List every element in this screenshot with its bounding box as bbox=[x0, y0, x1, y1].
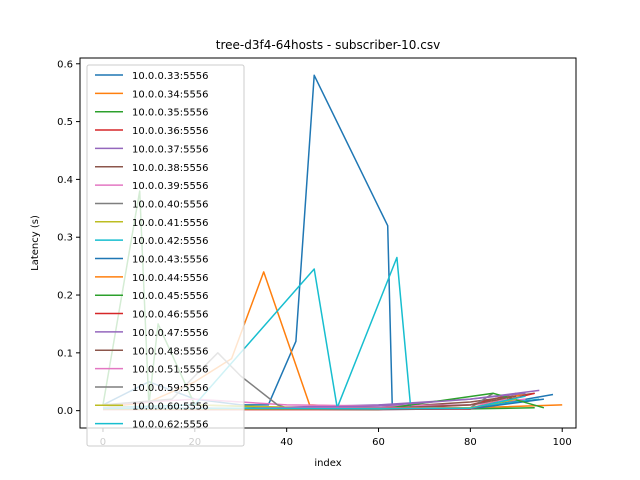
legend-entry: 10.0.0.33:5556 bbox=[132, 71, 209, 82]
legend-entry: 10.0.0.42:5556 bbox=[132, 236, 209, 247]
legend-entry: 10.0.0.45:5556 bbox=[132, 291, 209, 302]
y-tick-label: 0.4 bbox=[57, 175, 73, 186]
legend-entry: 10.0.0.44:5556 bbox=[132, 273, 209, 284]
legend-entry: 10.0.0.47:5556 bbox=[132, 328, 209, 339]
x-axis-label: index bbox=[314, 458, 341, 469]
y-tick-label: 0.1 bbox=[57, 348, 73, 359]
chart-title: tree-d3f4-64hosts - subscriber-10.csv bbox=[216, 38, 440, 52]
x-tick-label: 100 bbox=[553, 437, 572, 448]
legend-entry: 10.0.0.40:5556 bbox=[132, 199, 209, 210]
y-tick-label: 0.2 bbox=[57, 291, 73, 302]
legend-entry: 10.0.0.46:5556 bbox=[132, 310, 209, 321]
legend-entry: 10.0.0.43:5556 bbox=[132, 255, 209, 266]
legend-entry: 10.0.0.60:5556 bbox=[132, 401, 209, 412]
legend-entry: 10.0.0.35:5556 bbox=[132, 108, 209, 119]
legend-entry: 10.0.0.39:5556 bbox=[132, 181, 209, 192]
y-tick-label: 0.3 bbox=[57, 233, 73, 244]
y-tick-label: 0.0 bbox=[57, 406, 73, 417]
legend-box bbox=[86, 64, 245, 447]
y-axis-label: Latency (s) bbox=[30, 215, 41, 271]
legend-entry: 10.0.0.51:5556 bbox=[132, 365, 209, 376]
legend-entry: 10.0.0.48:5556 bbox=[132, 346, 209, 357]
y-tick-label: 0.6 bbox=[57, 59, 73, 70]
plot-frame bbox=[79, 57, 577, 429]
legend-entry: 10.0.0.41:5556 bbox=[132, 218, 209, 229]
legend: 10.0.0.33:5556 10.0.0.34:5556 10.0.0.35:55… bbox=[86, 64, 245, 447]
legend-entry: 10.0.0.36:5556 bbox=[132, 126, 209, 137]
legend-entry: 10.0.0.59:5556 bbox=[132, 383, 209, 394]
y-axis-ticks: 0.0 0.1 0.2 0.3 0.4 0.5 0.6 bbox=[57, 59, 80, 417]
legend-entry: 10.0.0.62:5556 bbox=[132, 420, 209, 431]
legend-entry: 10.0.0.38:5556 bbox=[132, 163, 209, 174]
x-tick-label: 40 bbox=[280, 437, 293, 448]
legend-entry: 10.0.0.37:5556 bbox=[132, 144, 209, 155]
x-tick-label: 60 bbox=[372, 437, 385, 448]
y-tick-label: 0.5 bbox=[57, 117, 73, 128]
legend-entry: 10.0.0.34:5556 bbox=[132, 89, 209, 100]
x-tick-label: 80 bbox=[464, 437, 477, 448]
